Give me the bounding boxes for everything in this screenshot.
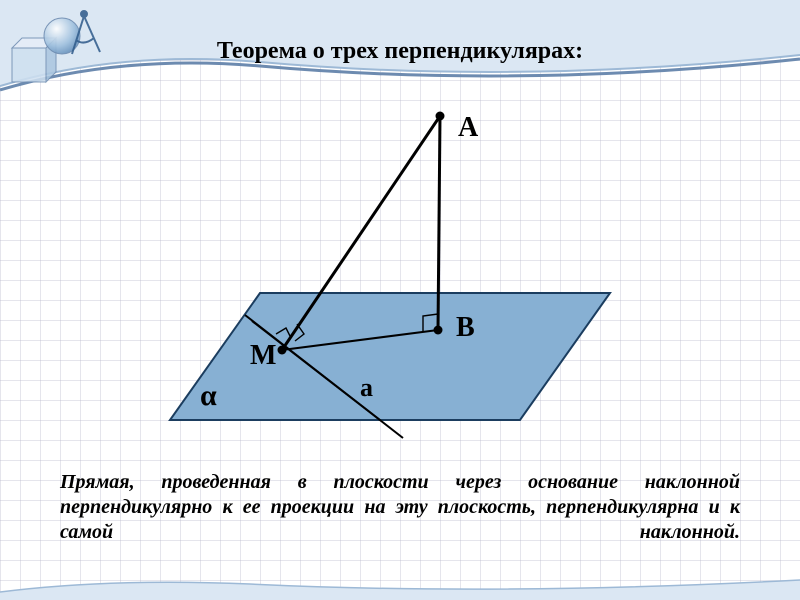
diagram: A B M a α [90,100,710,440]
label-plane-alpha: α [200,379,217,412]
plane-alpha [170,293,610,420]
label-B: B [456,312,475,343]
bottom-band [0,570,800,600]
point-A [436,112,445,121]
theorem-caption: Прямая, проведенная в плоскости через ос… [60,470,740,545]
line-AB [438,116,440,330]
slide-title: Теорема о трех перпендикулярах: [0,38,800,65]
label-line-a: a [360,373,373,402]
slide: Теорема о трех перпендикулярах: [0,0,800,600]
label-A: A [458,112,479,143]
label-M: M [250,340,276,371]
point-M [278,346,287,355]
point-B [434,326,443,335]
